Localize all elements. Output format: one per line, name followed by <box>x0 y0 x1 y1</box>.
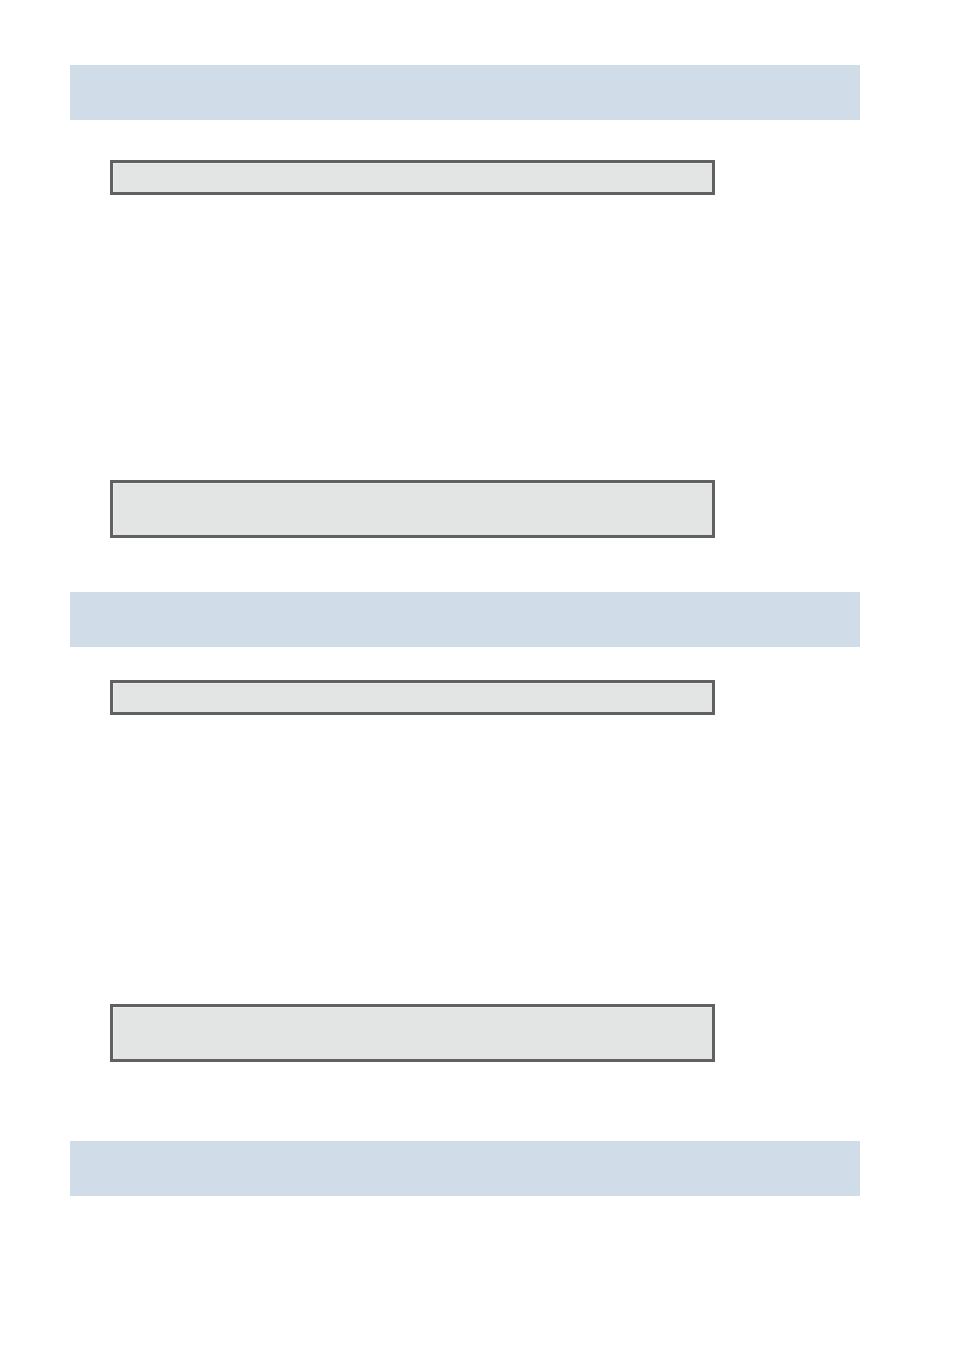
form-field[interactable] <box>110 680 715 715</box>
form-field[interactable] <box>110 480 715 538</box>
form-page <box>0 0 954 1350</box>
section-header-bar <box>70 592 860 647</box>
section-header-bar <box>70 65 860 120</box>
section-header-bar <box>70 1141 860 1196</box>
form-field[interactable] <box>110 1004 715 1062</box>
form-field[interactable] <box>110 160 715 195</box>
